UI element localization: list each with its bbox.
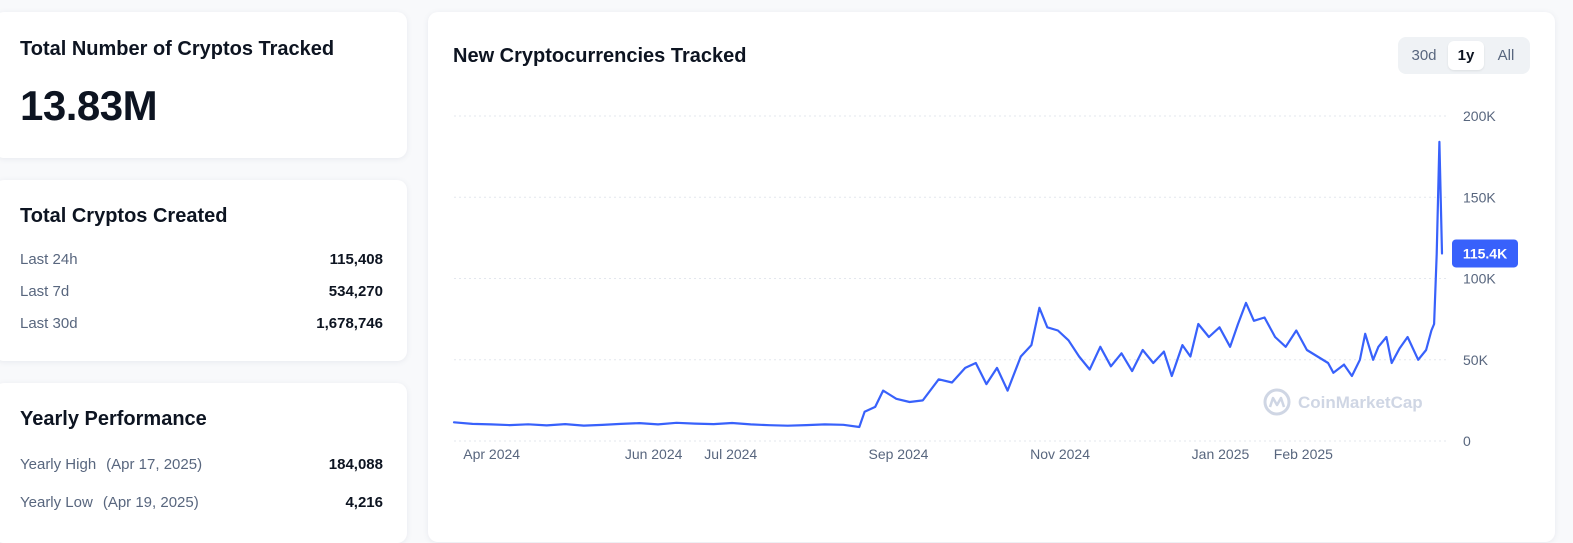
x-tick-label: Feb 2025 bbox=[1274, 446, 1333, 462]
stat-value: 534,270 bbox=[328, 283, 383, 300]
new-cryptos-line-chart[interactable]: 0 50K 100K 150K 200K Apr 2024 Jun 2024 Jul 202… bbox=[428, 12, 1555, 532]
yearly-high-value: 184,088 bbox=[328, 456, 383, 473]
x-tick-label: Jul 2024 bbox=[704, 446, 757, 462]
yearly-low-value: 4,216 bbox=[345, 494, 383, 511]
yearly-high-row: Yearly High (Apr 17, 2025) 184,088 bbox=[20, 456, 383, 476]
stat-label: Last 24h bbox=[20, 251, 78, 268]
y-axis-ticks: 0 50K 100K 150K 200K bbox=[1463, 108, 1496, 449]
y-tick-label: 150K bbox=[1463, 189, 1496, 205]
x-tick-label: Jan 2025 bbox=[1192, 446, 1250, 462]
stat-label: Last 7d bbox=[20, 283, 70, 300]
new-cryptos-chart-card: New Cryptocurrencies Tracked 30d 1y All … bbox=[428, 12, 1555, 542]
x-tick-label: Jun 2024 bbox=[625, 446, 683, 462]
y-tick-label: 0 bbox=[1463, 433, 1471, 449]
total-tracked-card: Total Number of Cryptos Tracked 13.83M bbox=[0, 12, 407, 158]
y-tick-label: 100K bbox=[1463, 271, 1496, 287]
current-value-badge-text: 115.4K bbox=[1463, 245, 1507, 261]
total-created-title: Total Cryptos Created bbox=[20, 205, 228, 227]
stat-row-24h: Last 24h 115,408 bbox=[20, 251, 383, 271]
yearly-performance-card: Yearly Performance Yearly High (Apr 17, 2… bbox=[0, 383, 407, 543]
chart-grid bbox=[454, 115, 1448, 442]
yearly-high-label: Yearly High (Apr 17, 2025) bbox=[20, 456, 203, 473]
total-created-card: Total Cryptos Created Last 24h 115,408 L… bbox=[0, 180, 407, 361]
yearly-low-row: Yearly Low (Apr 19, 2025) 4,216 bbox=[20, 494, 383, 514]
coinmarketcap-logo-icon bbox=[1263, 388, 1291, 416]
y-tick-label: 200K bbox=[1463, 108, 1496, 124]
total-tracked-value: 13.83M bbox=[20, 82, 158, 129]
yearly-high-date: (Apr 17, 2025) bbox=[106, 456, 203, 473]
yearly-performance-title: Yearly Performance bbox=[20, 408, 207, 430]
watermark-text: CoinMarketCap bbox=[1298, 393, 1423, 412]
total-tracked-title: Total Number of Cryptos Tracked bbox=[20, 38, 335, 60]
chart-title: New Cryptocurrencies Tracked bbox=[453, 45, 747, 67]
x-tick-label: Sep 2024 bbox=[869, 446, 929, 462]
stat-value: 1,678,746 bbox=[316, 315, 383, 332]
stat-label: Last 30d bbox=[20, 315, 78, 332]
x-axis-ticks: Apr 2024 Jun 2024 Jul 2024 Sep 2024 Nov 2024… bbox=[463, 446, 1333, 462]
yearly-low-date: (Apr 19, 2025) bbox=[102, 494, 199, 511]
stat-row-7d: Last 7d 534,270 bbox=[20, 283, 383, 303]
y-tick-label: 50K bbox=[1463, 352, 1489, 368]
tab-30d[interactable]: 30d bbox=[1411, 47, 1437, 64]
range-tabs: 30d 1y All bbox=[1398, 37, 1530, 74]
yearly-low-label: Yearly Low (Apr 19, 2025) bbox=[20, 494, 199, 511]
stat-value: 115,408 bbox=[329, 251, 383, 268]
coinmarketcap-watermark: CoinMarketCap bbox=[1263, 388, 1423, 416]
stat-row-30d: Last 30d 1,678,746 bbox=[20, 315, 383, 335]
tab-all[interactable]: All bbox=[1497, 47, 1515, 64]
tab-1y[interactable]: 1y bbox=[1448, 41, 1484, 70]
x-tick-label: Apr 2024 bbox=[463, 446, 520, 462]
x-tick-label: Nov 2024 bbox=[1030, 446, 1090, 462]
current-value-badge: 115.4K bbox=[1452, 239, 1518, 268]
series-line bbox=[452, 140, 1444, 429]
